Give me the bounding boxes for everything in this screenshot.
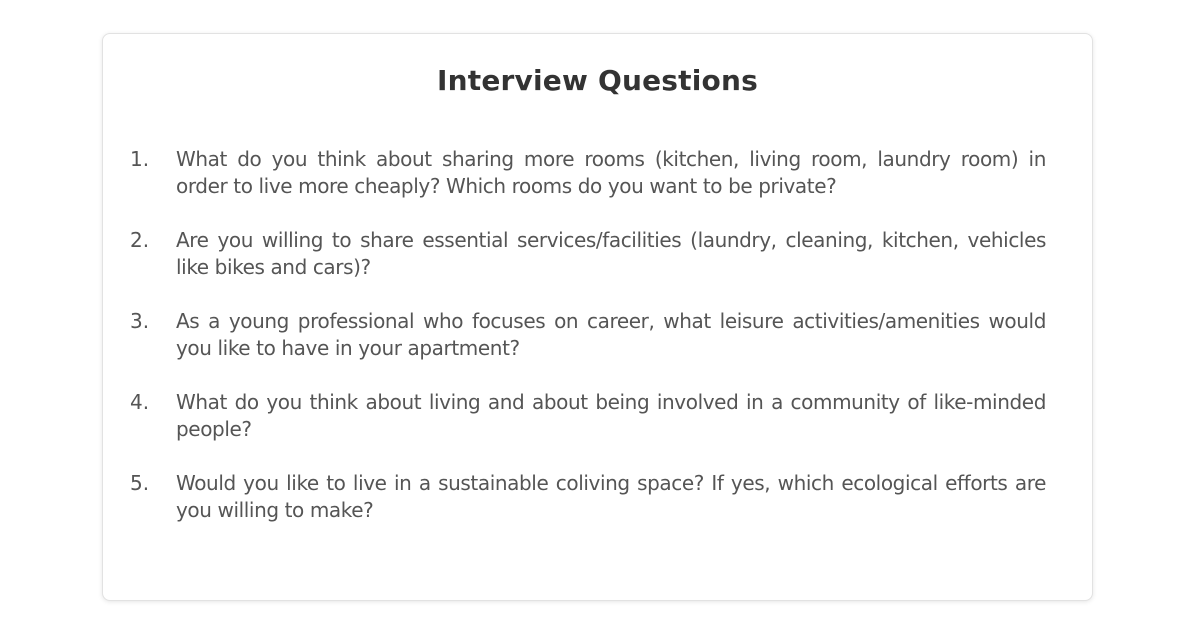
question-item-5: 5. Would you like to live in a sustainab… bbox=[103, 470, 1092, 551]
question-text: Are you willing to share essential servi… bbox=[176, 228, 1046, 279]
question-item-2: 2. Are you willing to share essential se… bbox=[103, 227, 1092, 308]
question-number: 2. bbox=[130, 228, 150, 252]
question-number: 4. bbox=[130, 390, 150, 414]
document-card: Interview Questions 1. What do you think… bbox=[102, 33, 1093, 601]
question-number: 3. bbox=[130, 309, 150, 333]
question-list: 1. What do you think about sharing more … bbox=[103, 146, 1092, 551]
question-number: 1. bbox=[130, 147, 150, 171]
question-item-1: 1. What do you think about sharing more … bbox=[103, 146, 1092, 227]
question-text: What do you think about sharing more roo… bbox=[176, 147, 1046, 198]
question-text: Would you like to live in a sustainable … bbox=[176, 471, 1046, 522]
question-text: What do you think about living and about… bbox=[176, 390, 1046, 441]
question-text: As a young professional who focuses on c… bbox=[176, 309, 1046, 360]
page-title: Interview Questions bbox=[436, 64, 758, 97]
question-item-3: 3. As a young professional who focuses o… bbox=[103, 308, 1092, 389]
question-number: 5. bbox=[130, 471, 150, 495]
question-item-4: 4. What do you think about living and ab… bbox=[103, 389, 1092, 470]
